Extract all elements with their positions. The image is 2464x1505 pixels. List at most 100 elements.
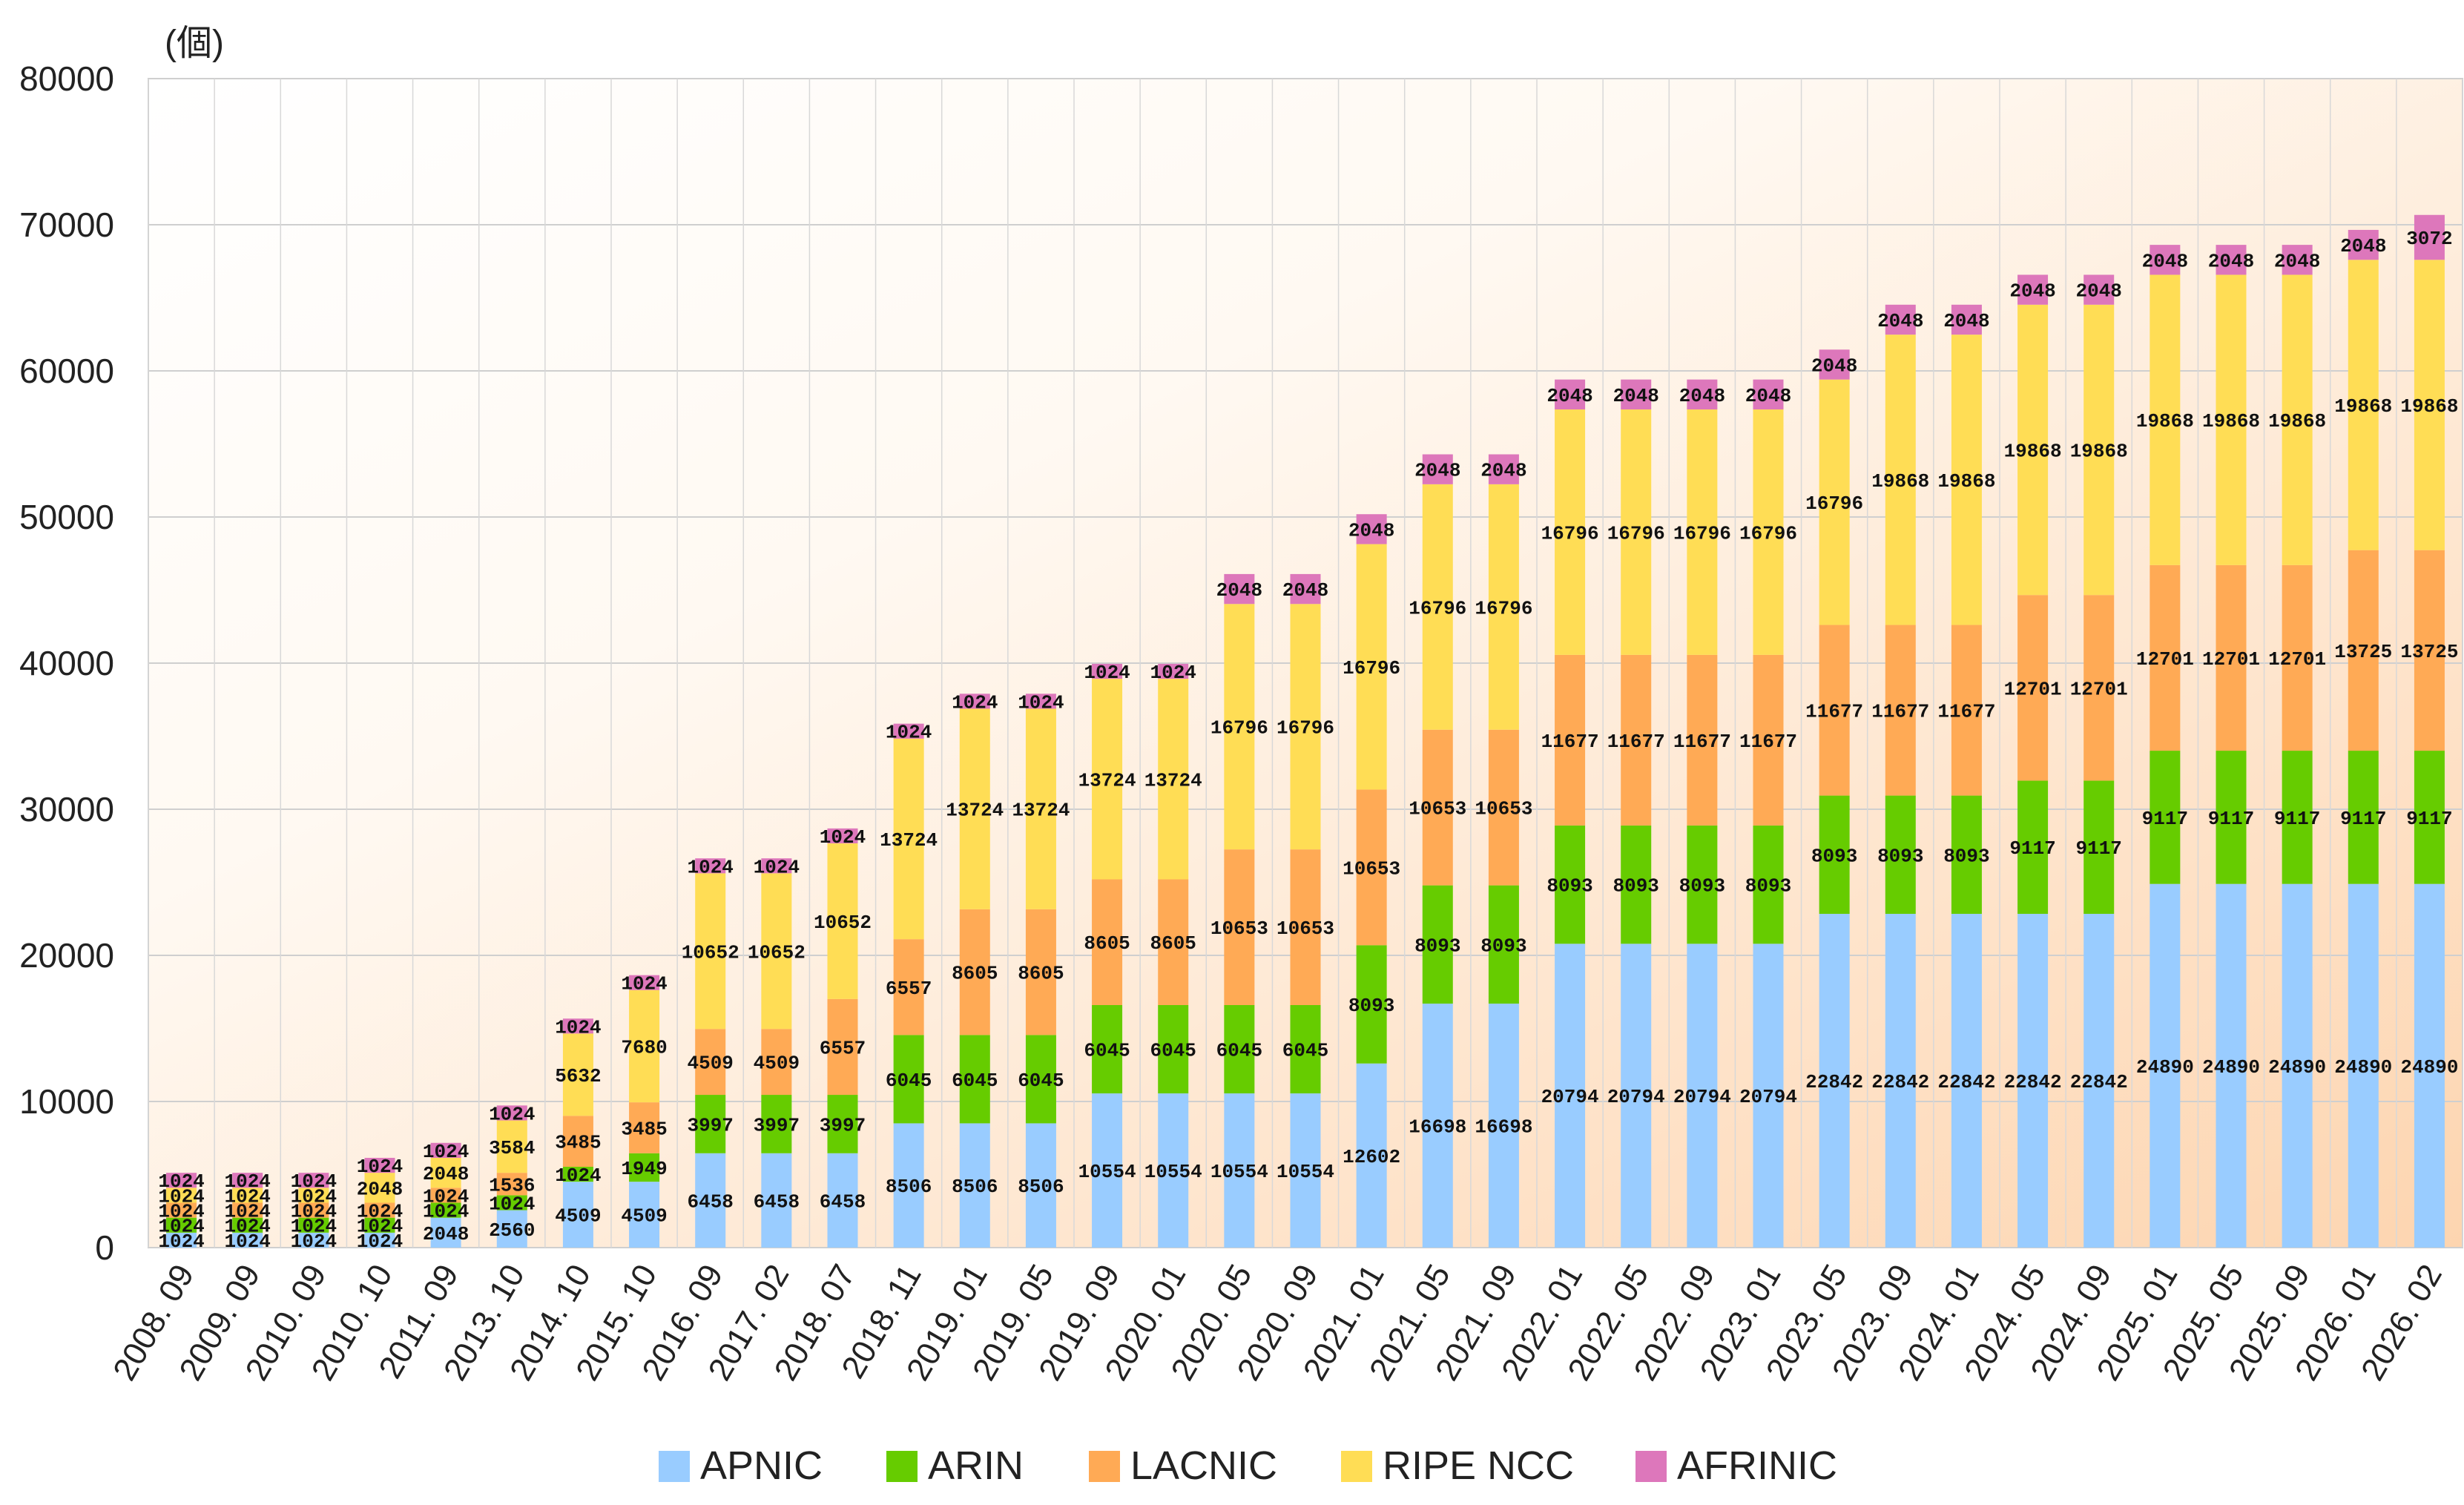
data-label: 6045 xyxy=(1150,1040,1196,1062)
data-label: 9117 xyxy=(2009,837,2055,860)
data-label: 8605 xyxy=(1150,932,1196,955)
data-label: 24890 xyxy=(2334,1056,2392,1078)
data-label: 3997 xyxy=(754,1114,800,1136)
legend-swatch xyxy=(886,1451,918,1482)
bar-segment-lacnic xyxy=(2348,550,2379,751)
bar-segment-ripe-ncc xyxy=(1224,604,1255,850)
data-label: 1024 xyxy=(158,1216,204,1238)
bar-segment-afrinic xyxy=(1488,454,1519,484)
data-label: 19868 xyxy=(2202,410,2260,432)
bar-segment-afrinic xyxy=(893,723,924,739)
data-label: 8506 xyxy=(1018,1176,1064,1198)
data-label: 1024 xyxy=(158,1201,204,1223)
data-label: 12701 xyxy=(2070,678,2128,700)
data-label: 6557 xyxy=(820,1037,866,1059)
bar-segment-apnic xyxy=(629,1182,660,1248)
bar-segment-ripe-ncc xyxy=(629,989,660,1103)
bar-segment-afrinic xyxy=(2348,229,2379,260)
bar-segment-afrinic xyxy=(761,858,792,874)
bar-segment-apnic xyxy=(2150,883,2181,1248)
bar-segment-apnic xyxy=(695,1153,726,1248)
data-label: 10554 xyxy=(1210,1161,1268,1183)
bar-segment-lacnic xyxy=(2017,595,2049,781)
legend-label: ARIN xyxy=(928,1443,1024,1488)
bar-segment-apnic xyxy=(761,1153,792,1248)
y-tick-label: 20000 xyxy=(19,936,114,975)
data-label: 9117 xyxy=(2340,808,2386,830)
bar-segment-apnic xyxy=(364,1232,395,1248)
data-label: 1024 xyxy=(555,1016,601,1038)
data-label: 19868 xyxy=(1871,470,1929,493)
bar-segment-arin xyxy=(761,1095,792,1153)
bar-segment-lacnic xyxy=(1687,654,1718,826)
bar-segment-lacnic xyxy=(562,1116,593,1167)
bar-segment-apnic xyxy=(1092,1093,1123,1248)
bar-segment-lacnic xyxy=(1753,654,1784,826)
bar-segment-arin xyxy=(827,1095,858,1153)
data-label: 13725 xyxy=(2334,641,2392,663)
data-label: 24890 xyxy=(2268,1056,2326,1078)
bar-segment-arin xyxy=(1224,1004,1255,1094)
data-label: 10653 xyxy=(1343,857,1400,880)
data-label: 6458 xyxy=(688,1191,734,1213)
bar-segment-ripe-ncc xyxy=(761,873,792,1030)
legend-label: LACNIC xyxy=(1130,1443,1277,1488)
data-label: 2048 xyxy=(1811,355,1857,377)
legend-item-arin: ARIN xyxy=(886,1443,1024,1488)
data-label: 12701 xyxy=(2004,678,2062,700)
bar-segment-ripe-ncc xyxy=(827,843,858,999)
legend-label: AFRINIC xyxy=(1677,1443,1837,1488)
data-label: 10554 xyxy=(1144,1161,1202,1183)
bar-segment-arin xyxy=(1819,795,1850,915)
bar-segment-lacnic xyxy=(2150,564,2181,751)
bar-segment-lacnic xyxy=(2083,595,2115,781)
bar-segment-apnic xyxy=(232,1232,263,1248)
data-label: 11677 xyxy=(1541,731,1599,753)
data-label: 6045 xyxy=(1084,1040,1130,1062)
bar-segment-arin xyxy=(2414,751,2445,884)
bar-segment-arin xyxy=(1290,1004,1321,1094)
bar-segment-arin xyxy=(695,1095,726,1153)
data-label: 8093 xyxy=(1943,845,1989,867)
data-label: 1024 xyxy=(357,1216,403,1238)
bar-segment-ripe-ncc xyxy=(893,738,924,940)
data-label: 22842 xyxy=(2004,1071,2062,1093)
data-label: 19868 xyxy=(2400,395,2458,418)
data-label: 8093 xyxy=(1811,845,1857,867)
bar-segment-lacnic xyxy=(1025,909,1056,1035)
bar-segment-apnic xyxy=(1753,943,1784,1248)
data-label: 1024 xyxy=(225,1231,271,1253)
data-label: 13724 xyxy=(1144,769,1202,791)
data-label: 5632 xyxy=(555,1065,601,1087)
bar-segment-arin xyxy=(1621,825,1652,944)
bar-segment-arin xyxy=(2216,751,2247,884)
bar-segment-afrinic xyxy=(1422,454,1453,484)
data-label: 6045 xyxy=(886,1070,932,1092)
data-label: 13724 xyxy=(1012,800,1070,822)
data-label: 2048 xyxy=(2208,250,2254,272)
bar-segment-ripe-ncc xyxy=(2216,274,2247,565)
y-tick-label: 50000 xyxy=(19,498,114,536)
bar-segment-arin xyxy=(959,1035,990,1124)
data-label: 1024 xyxy=(225,1216,271,1238)
data-label: 16796 xyxy=(1739,522,1797,544)
bar-segment-apnic xyxy=(1488,1004,1519,1248)
data-label: 2048 xyxy=(2142,250,2188,272)
data-label: 16796 xyxy=(1210,717,1268,740)
data-label: 8093 xyxy=(1877,845,1923,867)
data-label: 20794 xyxy=(1739,1086,1797,1108)
data-label: 10652 xyxy=(814,912,872,934)
bar-segment-arin xyxy=(232,1217,263,1233)
bar-segment-arin xyxy=(893,1035,924,1124)
bar-segment-ripe-ncc xyxy=(2348,260,2379,550)
data-label: 11677 xyxy=(1937,701,1995,723)
bar-segment-lacnic xyxy=(695,1029,726,1096)
legend-swatch xyxy=(1089,1451,1120,1482)
data-label: 10554 xyxy=(1078,1161,1136,1183)
bar-segment-apnic xyxy=(562,1182,593,1248)
bar-segment-ripe-ncc xyxy=(2282,274,2313,565)
bar-segment-afrinic xyxy=(2083,274,2115,305)
data-label: 4509 xyxy=(621,1205,667,1228)
bar-segment-afrinic xyxy=(695,858,726,874)
data-label: 1024 xyxy=(952,691,998,714)
